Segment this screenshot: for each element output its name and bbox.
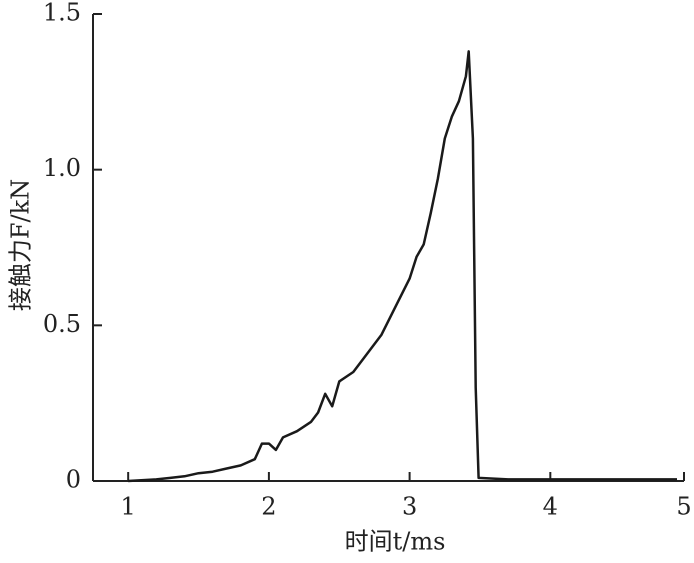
x-tick-label: 4 <box>543 493 558 521</box>
data-line <box>128 50 677 483</box>
x-tick-label: 1 <box>121 493 136 521</box>
y-tick-label: 1.0 <box>43 154 81 182</box>
y-tick-label: 0.5 <box>43 310 81 338</box>
x-axis-label: 时间t/ms <box>345 528 446 556</box>
x-tick-label: 5 <box>676 493 691 521</box>
x-tick-label: 3 <box>402 493 417 521</box>
y-axis-label: 接触力F/kN <box>7 179 35 311</box>
y-tick-label: 1.5 <box>43 0 81 27</box>
y-tick-label: 0 <box>66 466 81 494</box>
x-tick-label: 2 <box>261 493 276 521</box>
